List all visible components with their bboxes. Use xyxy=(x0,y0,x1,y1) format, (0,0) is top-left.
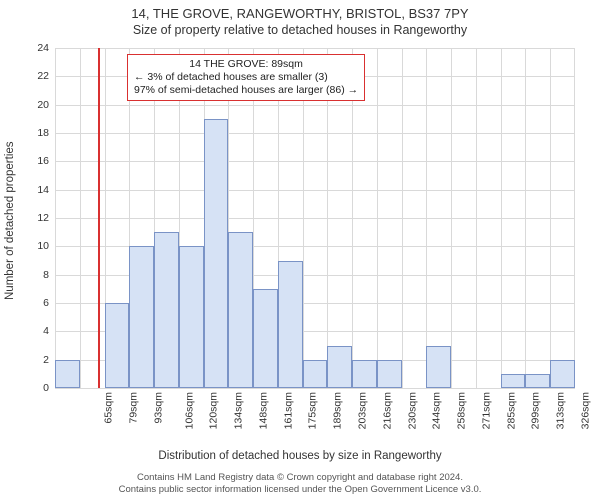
x-axis-label: Distribution of detached houses by size … xyxy=(0,450,600,462)
y-gridline xyxy=(55,161,575,162)
histogram-bar xyxy=(129,246,154,388)
x-tick-label: 65sqm xyxy=(103,392,115,424)
x-gridline xyxy=(377,48,378,388)
y-tick-label: 24 xyxy=(37,42,49,54)
histogram-bar xyxy=(327,346,352,389)
title-subtitle: Size of property relative to detached ho… xyxy=(0,21,600,43)
histogram-bar xyxy=(253,289,278,388)
footer-line2: Contains public sector information licen… xyxy=(0,484,600,496)
title-address: 14, THE GROVE, RANGEWORTHY, BRISTOL, BS3… xyxy=(0,0,600,21)
x-gridline xyxy=(476,48,477,388)
x-gridline xyxy=(55,48,56,388)
y-tick-label: 0 xyxy=(43,382,49,394)
histogram-bar xyxy=(278,261,303,389)
y-gridline xyxy=(55,48,575,49)
y-tick-label: 4 xyxy=(43,325,49,337)
histogram-bar xyxy=(228,232,253,388)
y-tick-label: 22 xyxy=(37,70,49,82)
x-tick-label: 79sqm xyxy=(128,392,140,424)
x-tick-label: 271sqm xyxy=(480,392,492,429)
chart-area: 14 THE GROVE: 89sqm← 3% of detached hous… xyxy=(55,48,575,388)
x-gridline xyxy=(80,48,81,388)
histogram-bar xyxy=(105,303,130,388)
histogram-bar xyxy=(550,360,575,388)
x-tick-label: 120sqm xyxy=(208,392,220,429)
histogram-bar xyxy=(377,360,402,388)
footer: Contains HM Land Registry data © Crown c… xyxy=(0,472,600,496)
plot-region: 14 THE GROVE: 89sqm← 3% of detached hous… xyxy=(55,48,575,388)
y-tick-label: 6 xyxy=(43,297,49,309)
x-gridline xyxy=(402,48,403,388)
y-gridline xyxy=(55,105,575,106)
x-tick-label: 230sqm xyxy=(406,392,418,429)
x-tick-label: 106sqm xyxy=(183,392,195,429)
x-tick-label: 299sqm xyxy=(530,392,542,429)
x-tick-label: 285sqm xyxy=(505,392,517,429)
histogram-bar xyxy=(154,232,179,388)
histogram-bar xyxy=(204,119,229,388)
annotation-line: 97% of semi-detached houses are larger (… xyxy=(134,84,358,97)
x-tick-label: 161sqm xyxy=(282,392,294,429)
y-gridline xyxy=(55,190,575,191)
x-tick-label: 134sqm xyxy=(233,392,245,429)
x-tick-label: 189sqm xyxy=(332,392,344,429)
y-gridline xyxy=(55,133,575,134)
annotation-box: 14 THE GROVE: 89sqm← 3% of detached hous… xyxy=(127,54,365,101)
histogram-bar xyxy=(501,374,526,388)
x-gridline xyxy=(550,48,551,388)
y-tick-label: 16 xyxy=(37,155,49,167)
y-tick-label: 8 xyxy=(43,269,49,281)
y-gridline xyxy=(55,388,575,389)
annotation-line: 14 THE GROVE: 89sqm xyxy=(134,58,358,71)
footer-line1: Contains HM Land Registry data © Crown c… xyxy=(0,472,600,484)
y-axis-label: Number of detached properties xyxy=(4,141,16,300)
x-tick-label: 326sqm xyxy=(579,392,591,429)
y-tick-label: 20 xyxy=(37,99,49,111)
x-tick-label: 216sqm xyxy=(381,392,393,429)
x-tick-label: 175sqm xyxy=(307,392,319,429)
histogram-bar xyxy=(179,246,204,388)
y-tick-label: 14 xyxy=(37,184,49,196)
x-tick-label: 148sqm xyxy=(257,392,269,429)
annotation-line: ← 3% of detached houses are smaller (3) xyxy=(134,71,358,84)
x-tick-label: 93sqm xyxy=(152,392,164,424)
histogram-bar xyxy=(352,360,377,388)
histogram-bar xyxy=(55,360,80,388)
y-gridline xyxy=(55,218,575,219)
x-gridline xyxy=(574,48,575,388)
x-gridline xyxy=(501,48,502,388)
x-tick-label: 203sqm xyxy=(356,392,368,429)
x-gridline xyxy=(426,48,427,388)
x-tick-label: 244sqm xyxy=(431,392,443,429)
x-gridline xyxy=(451,48,452,388)
chart-container: 14, THE GROVE, RANGEWORTHY, BRISTOL, BS3… xyxy=(0,0,600,500)
marker-line xyxy=(98,48,100,388)
y-tick-label: 12 xyxy=(37,212,49,224)
x-tick-label: 313sqm xyxy=(554,392,566,429)
y-tick-label: 2 xyxy=(43,354,49,366)
histogram-bar xyxy=(426,346,451,389)
x-tick-label: 258sqm xyxy=(455,392,467,429)
y-tick-label: 18 xyxy=(37,127,49,139)
x-gridline xyxy=(525,48,526,388)
histogram-bar xyxy=(303,360,328,388)
histogram-bar xyxy=(525,374,550,388)
y-tick-label: 10 xyxy=(37,240,49,252)
